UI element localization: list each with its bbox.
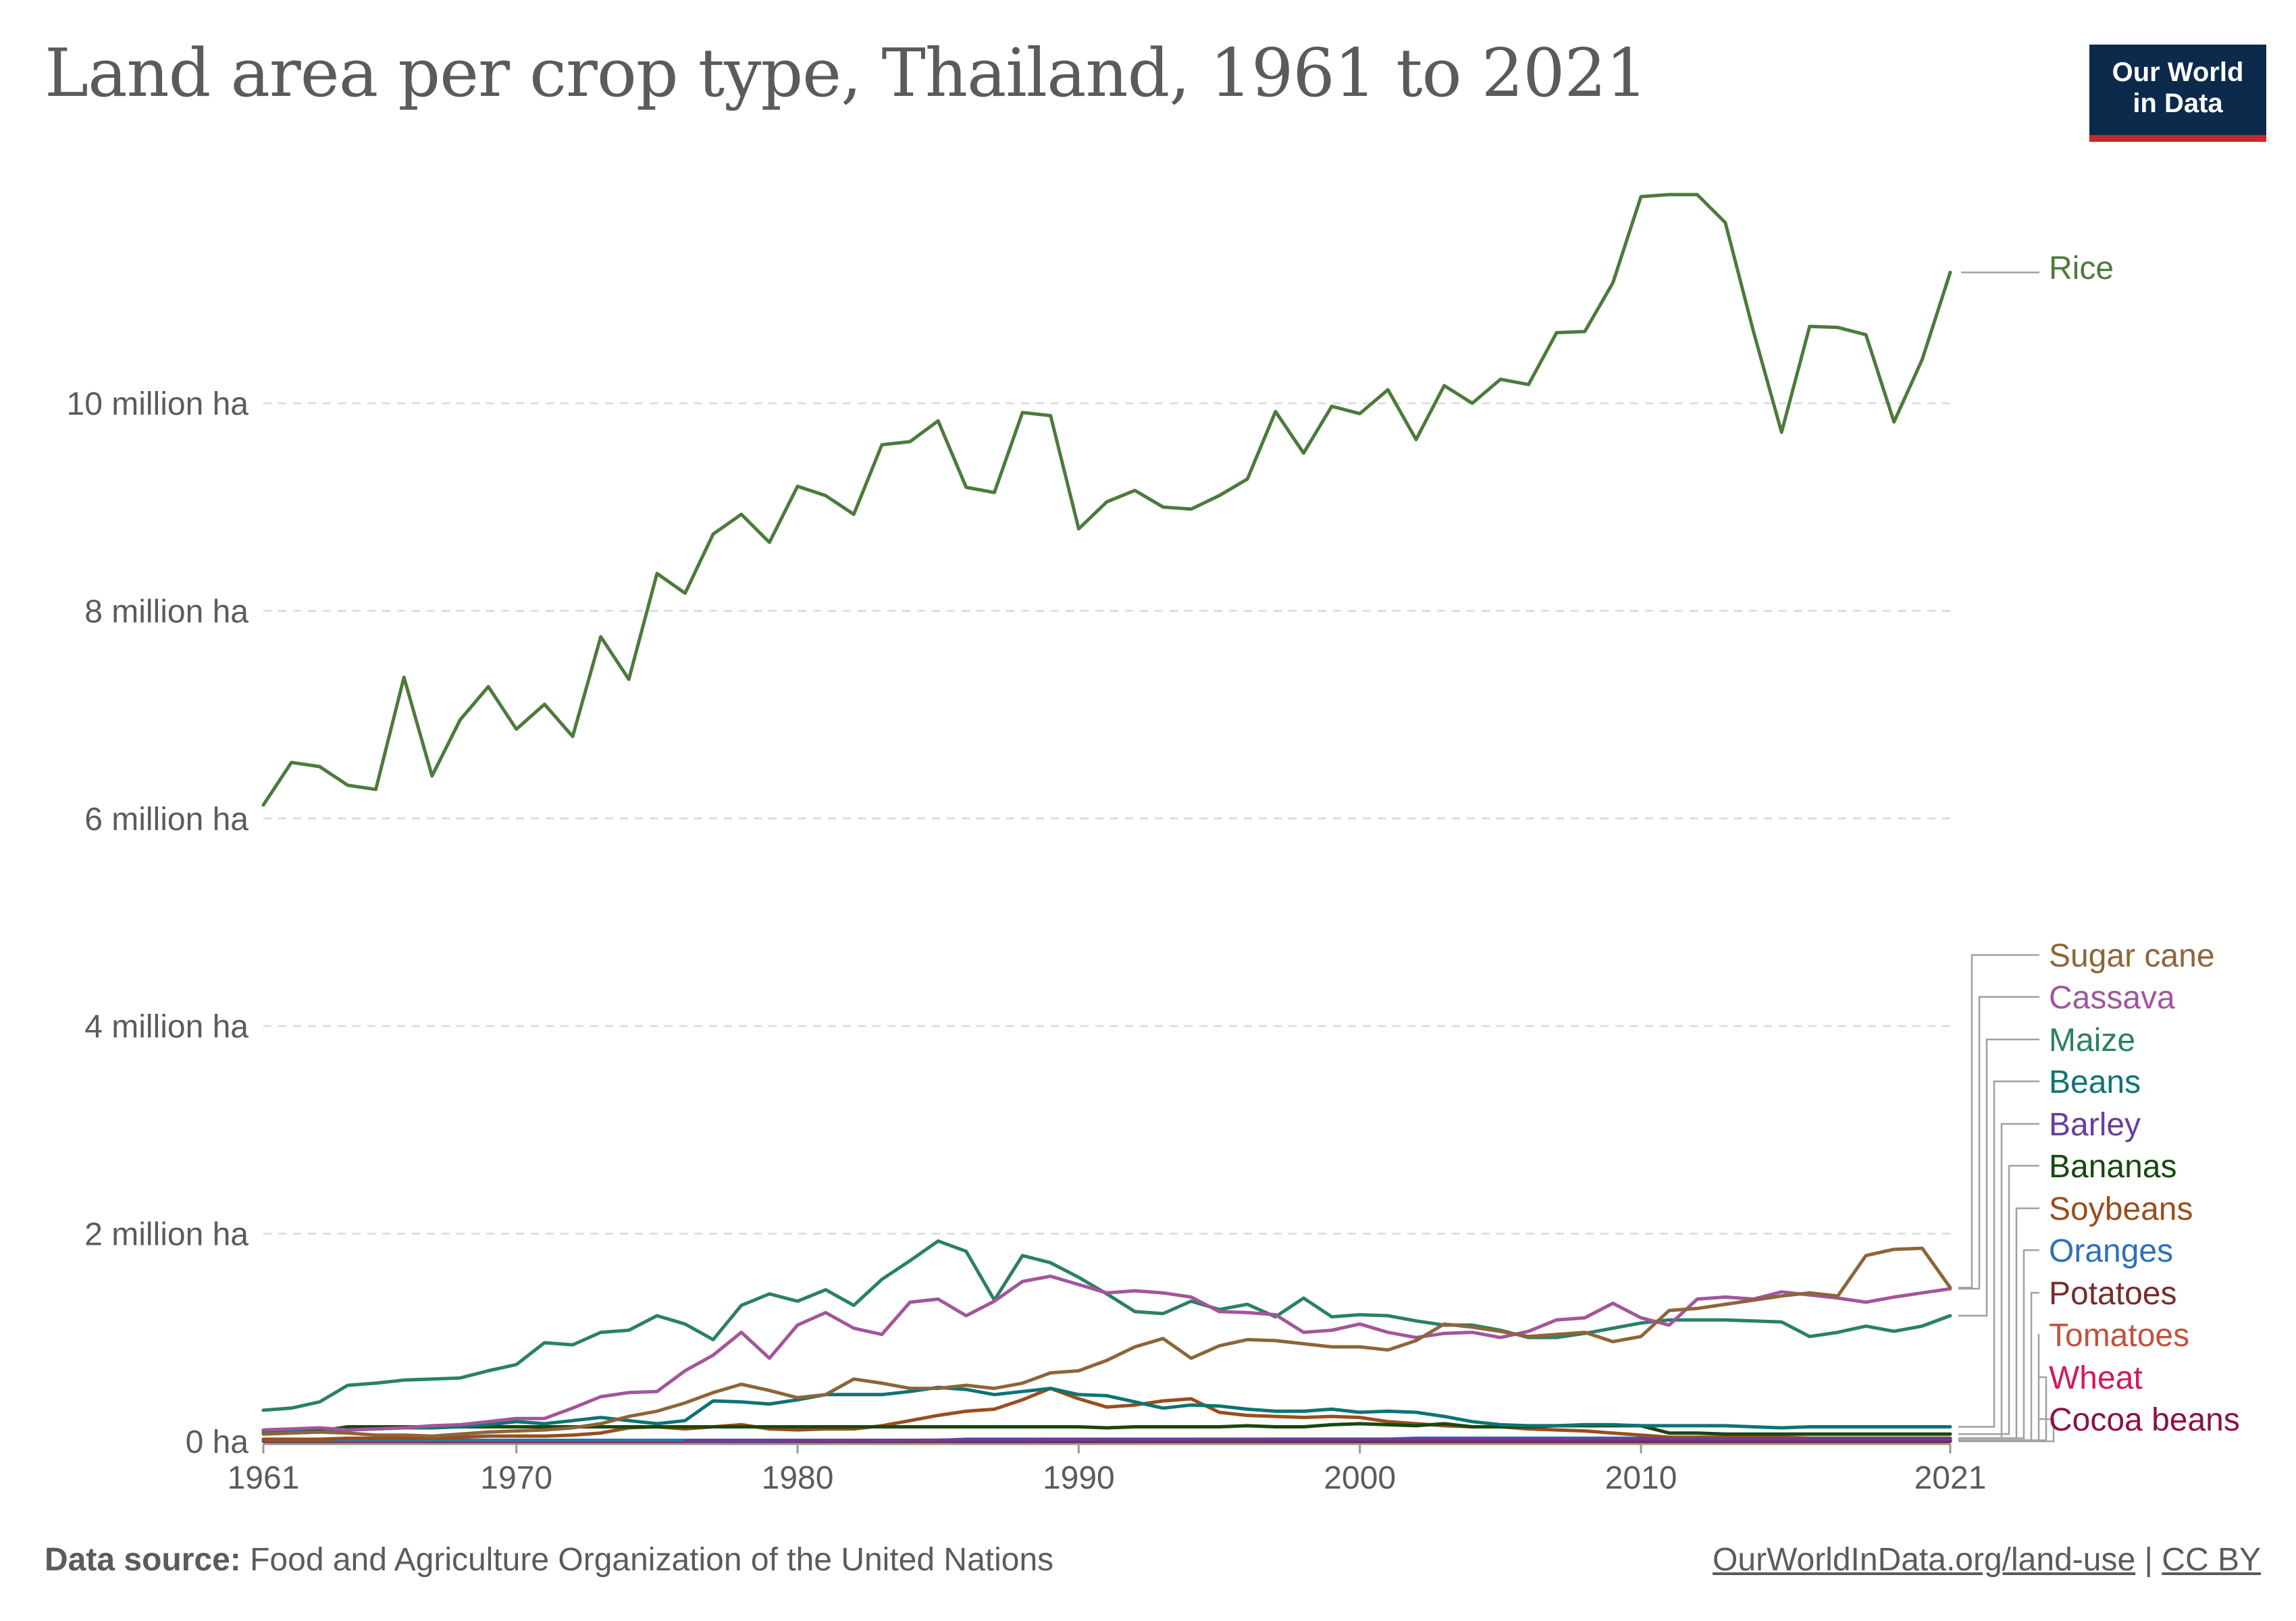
series-label-potatoes: Potatoes [2049,1276,2176,1312]
data-source-label: Data source: [45,1542,241,1578]
series-line-beans[interactable] [261,1385,1952,1435]
series-label-tomatoes: Tomatoes [2049,1318,2189,1354]
y-tick-label: 8 million ha [84,594,249,629]
series-lines [261,192,1952,1443]
leader-line-wheat [1958,1376,2047,1441]
series-label-cassava: Cassava [2049,980,2175,1016]
series-label-maize: Maize [2049,1023,2135,1058]
gridlines [263,402,1950,1235]
series-labels: Rice Sugar cane Cassava Maize Beans Barley Ban… [1958,251,2240,1443]
chart-title: Land area per crop type, Thailand, 1961 … [45,35,1648,112]
logo-line-2: in Data [2133,88,2223,118]
y-axis-ticks: 0 ha 2 million ha 4 million ha 6 million ha… [67,386,249,1460]
x-tick-label: 1970 [480,1460,552,1496]
license-link[interactable]: CC BY [2162,1542,2261,1578]
series-line-barley[interactable] [683,1437,1952,1443]
series-label-sugar-cane: Sugar cane [2049,938,2215,974]
series-line-maize[interactable] [261,1239,1952,1412]
x-tick-label: 2000 [1324,1460,1396,1496]
series-label-wheat: Wheat [2049,1360,2143,1396]
x-tick-label: 1990 [1043,1460,1115,1496]
series-label-barley: Barley [2049,1107,2141,1143]
series-line-soybeans[interactable] [261,1387,1952,1441]
x-tick-label: 1961 [228,1460,300,1496]
y-tick-label: 0 ha [186,1424,249,1460]
leader-line-tomatoes [1958,1333,2040,1441]
y-tick-label: 2 million ha [84,1217,249,1253]
leader-line-barley [1958,1123,2039,1439]
leader-line-beans [1958,1080,2039,1428]
leader-line-bananas [1958,1164,2039,1435]
y-tick-label: 10 million ha [67,386,249,422]
leader-line-potatoes [1958,1291,2039,1441]
series-line-cassava[interactable] [261,1275,1952,1432]
footer-separator: | [2144,1542,2153,1578]
x-axis: 1961 1970 1980 1990 2000 2010 2021 [228,1443,1987,1496]
series-line-bananas[interactable] [261,1422,1952,1436]
y-tick-label: 4 million ha [84,1009,249,1045]
x-tick-label: 2021 [1914,1460,1987,1496]
leader-line-maize [1958,1038,2039,1317]
data-source-text: Food and Agriculture Organization of the… [250,1542,1054,1578]
leader-line-cassava [1958,996,2039,1290]
footer-links: OurWorldInData.org/land-use | CC BY [1713,1541,2261,1578]
owid-link[interactable]: OurWorldInData.org/land-use [1713,1542,2136,1578]
series-label-beans: Beans [2049,1064,2141,1100]
owid-logo[interactable]: Our World in Data [2089,45,2266,142]
series-label-rice: Rice [2049,251,2114,286]
series-line-rice[interactable] [261,192,1952,807]
logo-line-1: Our World [2112,57,2244,87]
x-tick-label: 2010 [1605,1460,1677,1496]
leader-line-cocoa-beans [1958,1418,2055,1443]
series-label-oranges: Oranges [2049,1233,2173,1269]
data-source: Data source: Food and Agriculture Organi… [45,1541,1053,1578]
series-label-bananas: Bananas [2049,1149,2177,1185]
series-label-soybeans: Soybeans [2049,1191,2193,1227]
series-line-sugar-cane[interactable] [261,1246,1952,1438]
series-label-cocoa-beans: Cocoa beans [2049,1402,2240,1438]
x-tick-label: 1980 [762,1460,834,1496]
y-tick-label: 6 million ha [84,802,249,838]
leader-line-soybeans [1958,1207,2039,1439]
leader-line-sugar-cane [1958,954,2039,1289]
leader-line-oranges [1958,1249,2039,1439]
